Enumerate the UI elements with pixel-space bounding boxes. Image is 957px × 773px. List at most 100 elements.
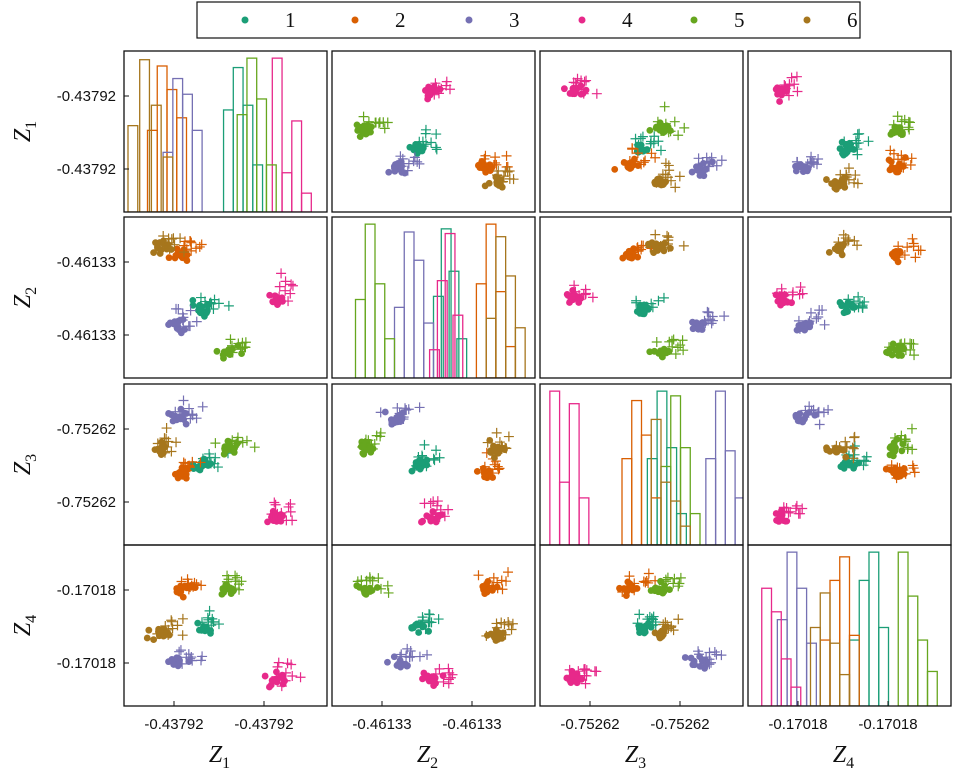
cross-g6 (673, 614, 684, 625)
cross-g4 (273, 657, 284, 668)
dot-g2 (625, 253, 633, 261)
cross-g5 (889, 126, 900, 137)
panel-border (747, 50, 952, 213)
cross-g3 (808, 404, 819, 415)
cross-g3 (185, 321, 196, 332)
cross-g6 (159, 447, 170, 458)
cross-g5 (369, 438, 380, 449)
cross-g3 (185, 413, 196, 424)
cross-g3 (184, 403, 195, 414)
panel-content (150, 231, 298, 362)
cross-g2 (194, 241, 205, 252)
cross-g5 (378, 117, 389, 128)
hist-bar-g1-b1 (848, 639, 860, 706)
legend-label-2: 2 (395, 8, 406, 32)
hist-bar-g6-b2 (819, 592, 831, 706)
cross-g1 (417, 136, 428, 147)
hist-bar-g6-b1 (127, 125, 139, 212)
cross-g2 (479, 461, 490, 472)
cross-g3 (805, 307, 816, 318)
cross-g2 (624, 571, 635, 582)
cross-g5 (896, 338, 907, 349)
cross-g2 (497, 584, 508, 595)
cross-g3 (197, 401, 208, 412)
dot-g2 (485, 586, 493, 594)
cross-g3 (174, 646, 185, 657)
cross-g6 (167, 623, 178, 634)
legend-marker-2 (351, 16, 359, 24)
cross-g3 (813, 311, 824, 322)
cross-g2 (178, 467, 189, 478)
cross-g4 (580, 289, 591, 300)
panel-border (331, 216, 536, 379)
cross-g3 (814, 419, 825, 430)
hist-bar-g2-b2 (485, 223, 497, 378)
hist-bar-g1-b1 (222, 109, 234, 212)
panel-border (539, 216, 744, 379)
hist-bar-g5-b3 (256, 98, 268, 212)
cross-g1 (655, 145, 666, 156)
hist-bar-g5-b1 (354, 298, 366, 378)
hist-bar-g6-b4 (514, 327, 526, 378)
cross-g6 (164, 243, 175, 254)
cross-g6 (166, 446, 177, 457)
x-tick-label-2-2: -0.46133 (442, 716, 501, 733)
cross-g5 (367, 575, 378, 586)
cross-g4 (784, 80, 795, 91)
hist-bar-g2-b1 (621, 457, 633, 545)
cross-g5 (905, 117, 915, 128)
panel-r3-c3 (539, 383, 744, 546)
cross-g6 (848, 453, 859, 464)
dot-g4 (575, 299, 583, 306)
cross-g3 (375, 407, 386, 418)
dot-g3 (689, 661, 697, 669)
panel-border (331, 544, 536, 707)
dot-g3 (689, 318, 696, 326)
cross-g2 (908, 463, 919, 474)
cross-g1 (647, 620, 658, 631)
cross-g6 (662, 230, 673, 241)
cross-g2 (496, 575, 507, 586)
hist-bar-g6-b3 (150, 104, 162, 212)
cross-g1 (418, 141, 429, 152)
cross-g5 (903, 122, 914, 133)
dot-g4 (424, 672, 432, 680)
cross-g2 (178, 457, 189, 468)
x-tick-label-3-1: -0.75262 (560, 716, 619, 733)
cross-g4 (441, 76, 452, 87)
cross-g5 (383, 587, 394, 598)
dot-g1 (415, 629, 423, 636)
dot-g4 (261, 672, 269, 680)
cross-g3 (403, 158, 414, 169)
dot-g4 (430, 682, 438, 690)
cross-g3 (694, 649, 705, 660)
cross-g4 (295, 672, 306, 683)
panel-border (747, 216, 952, 379)
cross-g3 (823, 404, 834, 415)
y-axis-label-3: Z3 (10, 454, 40, 475)
cross-g5 (376, 583, 387, 594)
cross-g3 (706, 657, 717, 668)
cross-g2 (480, 150, 491, 161)
cross-g6 (668, 625, 679, 636)
hist-bar-g6-b4 (839, 673, 851, 706)
cross-g6 (670, 182, 681, 193)
hist-bar-g5-b2 (670, 395, 682, 545)
hist-bar-g3-b4 (191, 129, 203, 212)
cross-g6 (500, 629, 511, 640)
cross-g2 (196, 239, 207, 250)
cross-g5 (660, 118, 671, 129)
cross-g6 (666, 621, 677, 632)
cross-g5 (382, 580, 393, 591)
panel-content (563, 568, 727, 689)
hist-bar-g1-b1 (646, 457, 658, 545)
dot-g4 (432, 518, 440, 526)
cross-g4 (272, 661, 283, 672)
cross-g4 (578, 88, 589, 99)
cross-g4 (433, 84, 444, 95)
dot-g6 (840, 447, 847, 454)
cross-g2 (906, 153, 917, 164)
cross-g3 (807, 156, 818, 167)
dot-g1 (196, 466, 204, 474)
cross-g5 (669, 116, 680, 127)
